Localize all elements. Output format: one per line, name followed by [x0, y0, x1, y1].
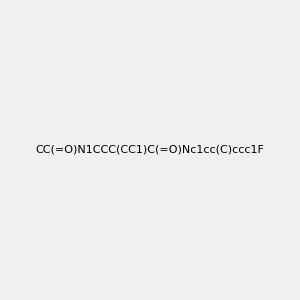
Text: CC(=O)N1CCC(CC1)C(=O)Nc1cc(C)ccc1F: CC(=O)N1CCC(CC1)C(=O)Nc1cc(C)ccc1F [36, 145, 264, 155]
